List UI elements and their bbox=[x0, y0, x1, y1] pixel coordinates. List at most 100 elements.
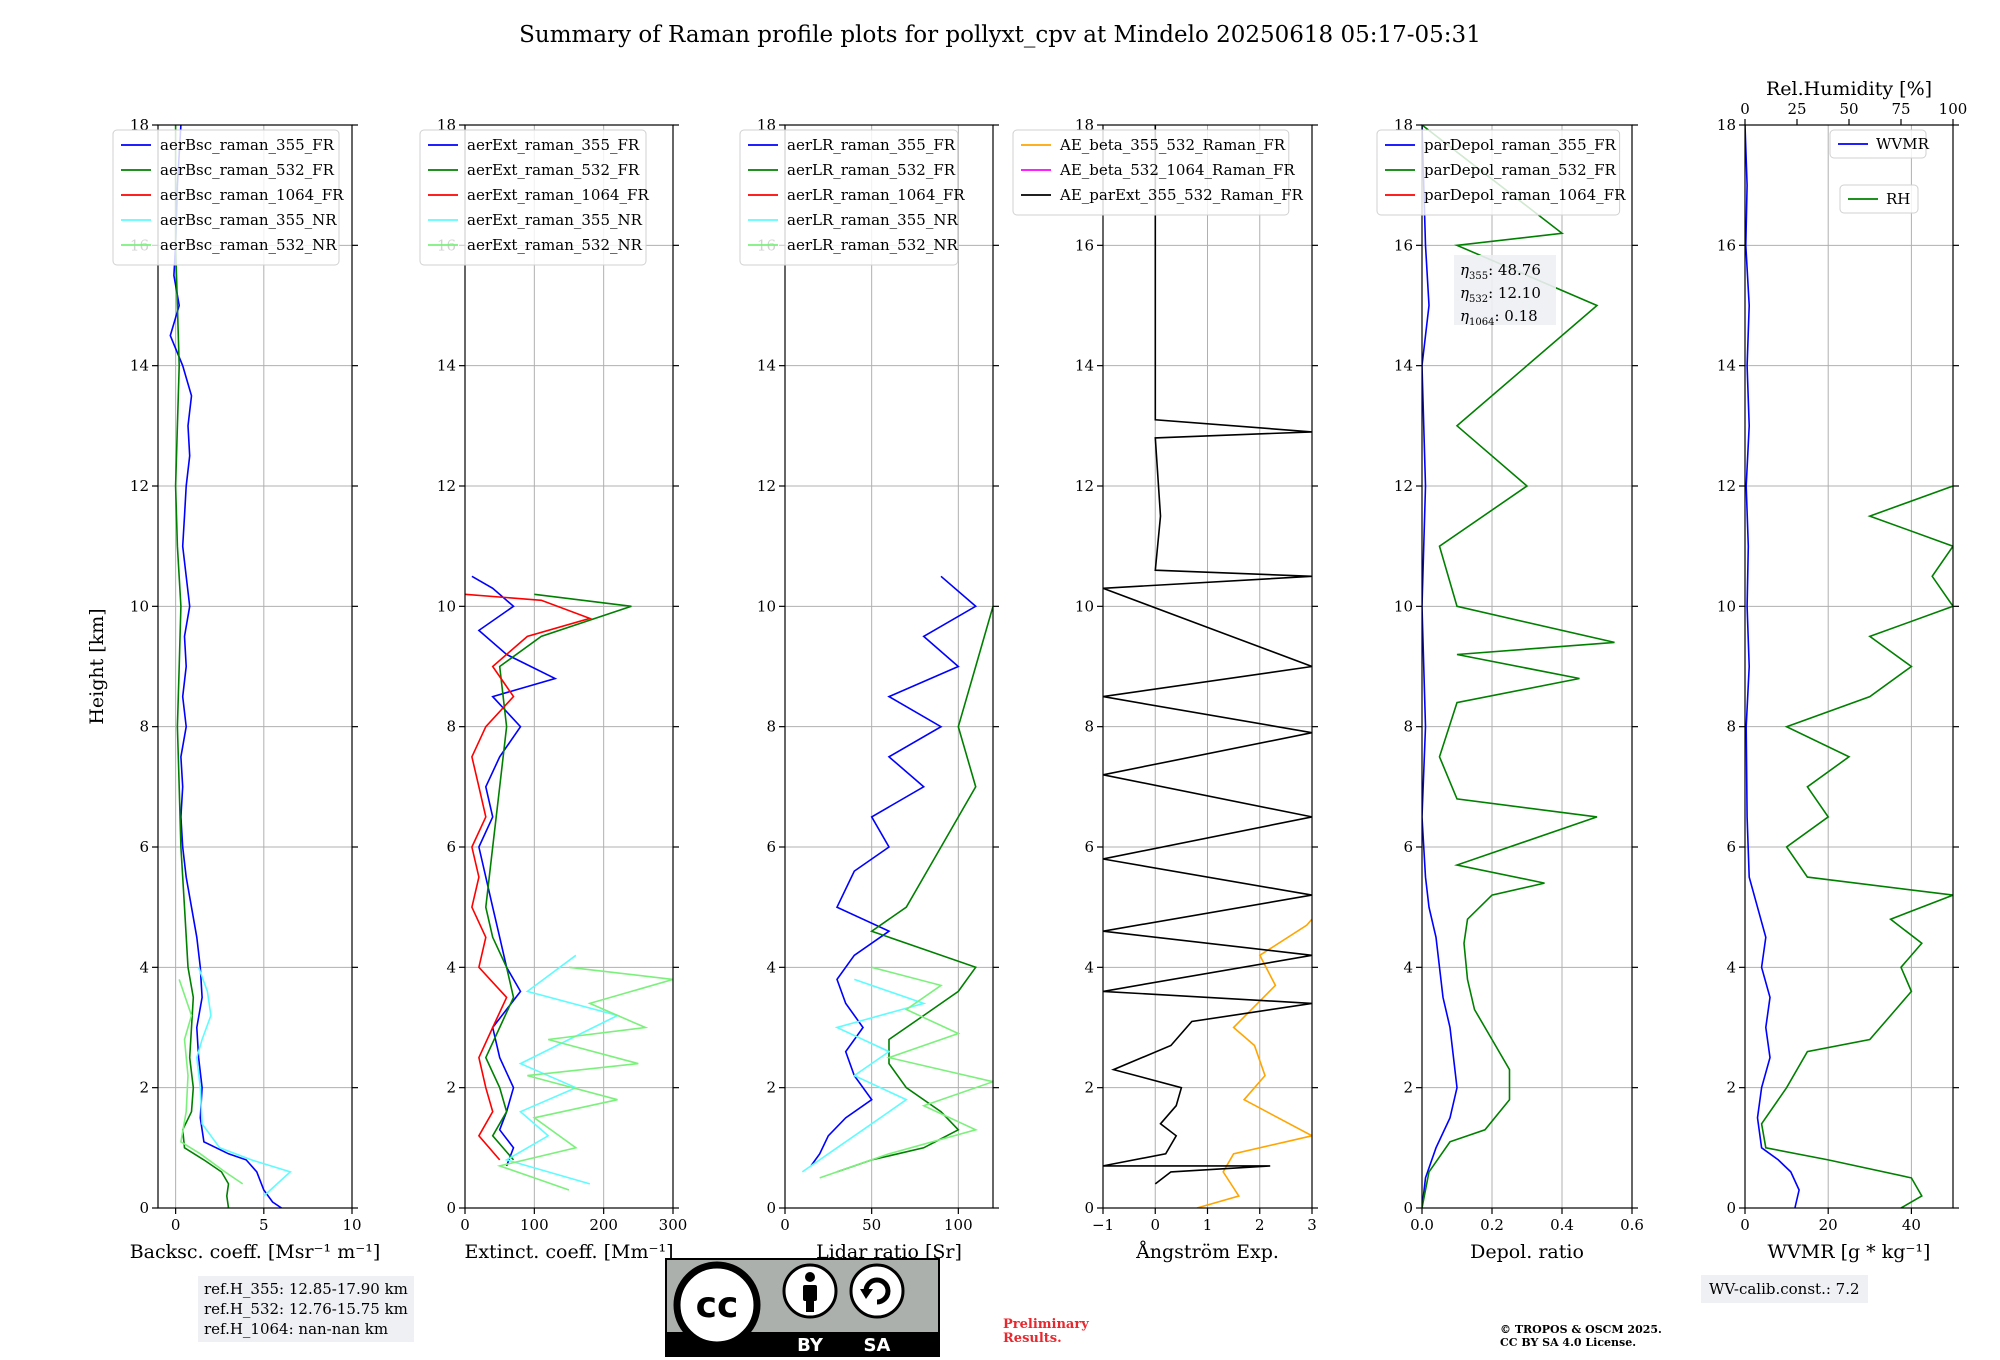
legend-box bbox=[112, 129, 340, 266]
series-group bbox=[465, 575, 673, 1191]
legend: parDepol_raman_355_FR parDepol_raman_532_… bbox=[1376, 129, 1626, 216]
y-axis-title: Height [km] bbox=[86, 608, 108, 724]
y-tick-label: 12 bbox=[130, 477, 149, 495]
y-tick-label: 6 bbox=[1403, 838, 1413, 856]
y-tick-label: 6 bbox=[1726, 838, 1736, 856]
x-tick-label: 10 bbox=[342, 1216, 361, 1234]
wv-calibration-box: WV-calib.const.: 7.2 bbox=[1701, 1275, 1868, 1303]
y-tick-label: 0 bbox=[139, 1199, 149, 1217]
legend-box bbox=[739, 129, 959, 266]
series-line-aerExt_raman_355_FR bbox=[471, 575, 558, 1167]
legend-label: aerBsc_raman_355_NR bbox=[160, 211, 337, 229]
y-tick-label: 12 bbox=[437, 477, 456, 495]
x-tick-label-top: 75 bbox=[1891, 100, 1910, 118]
series-line-aerLR_raman_355_FR bbox=[810, 575, 978, 1167]
series-line-parDepol_raman_532_FR bbox=[1422, 125, 1615, 1208]
y-tick-label: 10 bbox=[1075, 597, 1094, 615]
series-line-parDepol_raman_355_FR bbox=[1422, 125, 1458, 1208]
y-tick-label: 2 bbox=[139, 1079, 149, 1097]
series-group bbox=[1103, 125, 1312, 1208]
y-tick-label: 16 bbox=[1394, 236, 1413, 254]
y-tick-label: 4 bbox=[1403, 958, 1413, 976]
y-tick-label: 0 bbox=[1084, 1199, 1094, 1217]
series-line-aerBsc_raman_355_NR bbox=[195, 967, 292, 1197]
y-tick-label: 10 bbox=[130, 597, 149, 615]
series-line-aerLR_raman_355_NR bbox=[801, 978, 927, 1173]
x-tick-label-top: 50 bbox=[1839, 100, 1858, 118]
x-tick-label: 5 bbox=[259, 1216, 269, 1234]
panel-1: 0246810121416180510Backsc. coeff. [Msr⁻¹… bbox=[86, 116, 380, 1263]
legend-box bbox=[419, 129, 647, 266]
annotation-box bbox=[1454, 255, 1556, 325]
legend-label: AE_beta_355_532_Raman_FR bbox=[1059, 136, 1286, 154]
y-tick-label: 2 bbox=[1403, 1079, 1413, 1097]
y-tick-label: 12 bbox=[757, 477, 776, 495]
x-tick-label: 0.0 bbox=[1410, 1216, 1434, 1234]
x-axis-title: Extinct. coeff. [Mm⁻¹] bbox=[464, 1241, 673, 1263]
legend-box bbox=[1376, 129, 1621, 216]
panel-3: 024681012141618050100Lidar ratio [Sr]aer… bbox=[739, 116, 999, 1263]
x-tick-label: 0.6 bbox=[1620, 1216, 1644, 1234]
legend-label: RH bbox=[1886, 190, 1910, 208]
legend-label: AE_parExt_355_532_Raman_FR bbox=[1059, 186, 1304, 204]
series-group bbox=[1745, 125, 1953, 1208]
y-tick-label: 12 bbox=[1075, 477, 1094, 495]
y-tick-label: 6 bbox=[766, 838, 776, 856]
legend-label: aerExt_raman_532_FR bbox=[467, 161, 640, 179]
eta-value: η532: 12.10 bbox=[1460, 284, 1541, 305]
x-axis-title: Backsc. coeff. [Msr⁻¹ m⁻¹] bbox=[130, 1241, 381, 1263]
legend-label: aerExt_raman_532_NR bbox=[467, 236, 643, 254]
x-tick-label: 20 bbox=[1819, 1216, 1838, 1234]
x-tick-label: 0 bbox=[1150, 1216, 1160, 1234]
y-tick-label: 0 bbox=[446, 1199, 456, 1217]
legend-label: aerLR_raman_532_FR bbox=[787, 161, 956, 179]
y-tick-label: 14 bbox=[1075, 357, 1094, 375]
cc-circle-icon bbox=[673, 1261, 761, 1349]
y-tick-label: 16 bbox=[1717, 236, 1736, 254]
legend: WVMR RH bbox=[1829, 129, 1930, 214]
x-tick-label: 0.2 bbox=[1480, 1216, 1504, 1234]
y-tick-label: 4 bbox=[1726, 958, 1736, 976]
y-tick-label: 16 bbox=[1075, 236, 1094, 254]
y-tick-label: 8 bbox=[446, 718, 456, 736]
x-axis-title: Lidar ratio [Sr] bbox=[816, 1241, 962, 1263]
legend: AE_beta_355_532_Raman_FR AE_beta_532_1064… bbox=[1012, 129, 1304, 216]
series-line-AE_parExt_355_532_Raman_FR bbox=[1103, 125, 1312, 1185]
x-axis-title: Ångström Exp. bbox=[1135, 1241, 1279, 1263]
legend-label: WVMR bbox=[1876, 135, 1930, 153]
series-line-aerLR_raman_532_NR bbox=[819, 966, 993, 1179]
y-tick-label: 2 bbox=[1726, 1079, 1736, 1097]
axes-frame bbox=[784, 124, 994, 1209]
ref-height-1064: ref.H_1064: nan-nan km bbox=[204, 1320, 389, 1338]
ref-height-355: ref.H_355: 12.85-17.90 km bbox=[204, 1280, 408, 1298]
y-tick-label: 2 bbox=[1084, 1079, 1094, 1097]
legend-label: parDepol_raman_1064_FR bbox=[1424, 186, 1626, 204]
legend-box bbox=[1839, 184, 1919, 214]
series-group bbox=[169, 125, 292, 1208]
y-tick-label: 4 bbox=[1084, 958, 1094, 976]
by-label: BY bbox=[797, 1335, 824, 1356]
series-line-aerExt_raman_532_FR bbox=[484, 593, 632, 1161]
legend-label: aerLR_raman_355_NR bbox=[787, 211, 958, 229]
legend: aerBsc_raman_355_FR aerBsc_raman_532_FRae… bbox=[112, 129, 344, 266]
legend-label: aerBsc_raman_355_FR bbox=[160, 136, 335, 154]
legend-label: parDepol_raman_532_FR bbox=[1424, 161, 1617, 179]
cc-by-sa-logo: cc BY SA bbox=[665, 1258, 940, 1357]
legend: aerLR_raman_355_FR aerLR_raman_532_FR aerL… bbox=[739, 129, 965, 266]
cc-text: cc bbox=[696, 1285, 739, 1326]
y-tick-label: 14 bbox=[130, 357, 149, 375]
series-line-aerLR_raman_532_FR bbox=[836, 606, 993, 1173]
legend-box bbox=[1012, 129, 1290, 216]
panel-2: 0246810121416180100200300Extinct. coeff.… bbox=[419, 116, 687, 1263]
x-tick-label-top: 100 bbox=[1939, 100, 1968, 118]
y-tick-label: 10 bbox=[1394, 597, 1413, 615]
legend-label: aerExt_raman_1064_FR bbox=[467, 186, 649, 204]
x-tick-label: 50 bbox=[862, 1216, 881, 1234]
series-line-WVMR bbox=[1745, 125, 1800, 1208]
series-line-aerExt_raman_532_NR bbox=[496, 966, 673, 1191]
copyright-note: © TROPOS & OSCM 2025. CC BY SA 4.0 Licen… bbox=[1500, 1323, 1662, 1349]
x-tick-label: 0.4 bbox=[1550, 1216, 1574, 1234]
